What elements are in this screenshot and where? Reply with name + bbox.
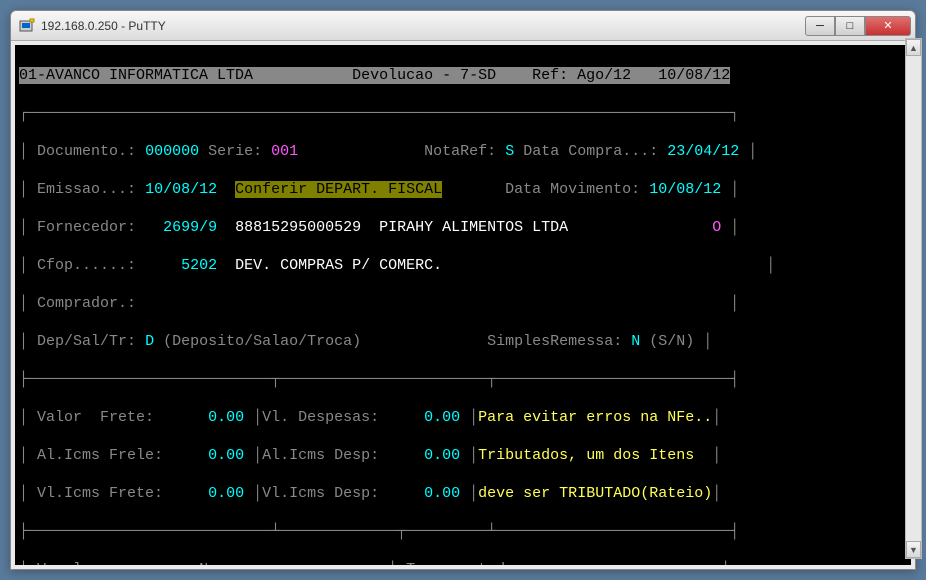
documento-value: 000000 [145, 143, 199, 160]
header-screen: Devolucao - 7-SD [352, 67, 496, 84]
vl-icms-desp-label: Vl.Icms Desp: [262, 485, 379, 502]
notaref-label: NotaRef: [424, 143, 496, 160]
comprador-label: Comprador.: [37, 295, 136, 312]
conferir-banner: Conferir DEPART. FISCAL [235, 181, 442, 198]
serie-label: Serie: [208, 143, 262, 160]
simples-value: N [631, 333, 640, 350]
valor-frete-label: Valor Frete: [37, 409, 154, 426]
notaref-value: S [505, 143, 514, 160]
close-button[interactable]: ✕ [865, 16, 911, 36]
putty-window: 192.168.0.250 - PuTTY ─ □ ✕ 01-AVANCO IN… [10, 10, 916, 570]
box-mid1: ├───────────────────────────┬───────────… [19, 370, 907, 389]
vl-despesas-label: Vl. Despesas: [262, 409, 379, 426]
data-compra-label: Data Compra...: [523, 143, 658, 160]
header-ref-value: Ago/12 [577, 67, 631, 84]
titlebar[interactable]: 192.168.0.250 - PuTTY ─ □ ✕ [11, 11, 915, 41]
fornecedor-name: PIRAHY ALIMENTOS LTDA [379, 219, 568, 236]
scrollbar[interactable]: ▲ ▼ [905, 38, 922, 559]
fornecedor-flag: O [712, 219, 721, 236]
warn1: Para evitar erros na NFe.. [478, 409, 712, 426]
header-company: 01-AVANCO INFORMATICA LTDA [19, 67, 253, 84]
window-title: 192.168.0.250 - PuTTY [41, 19, 805, 33]
terminal[interactable]: 01-AVANCO INFORMATICA LTDA Devolucao - 7… [15, 45, 911, 565]
scroll-down-button[interactable]: ▼ [906, 541, 921, 558]
fornecedor-code: 2699/9 [163, 219, 217, 236]
header-ref-label: Ref: [532, 67, 568, 84]
emissao-value: 10/08/12 [145, 181, 217, 198]
warn3: deve ser TRIBUTADO(Rateio) [478, 485, 712, 502]
numero-label: Numero: [199, 561, 262, 565]
serie-value: 001 [271, 143, 298, 160]
vl-icms-desp: 0.00 [424, 485, 460, 502]
vl-despesas: 0.00 [424, 409, 460, 426]
al-icms-frele-label: Al.Icms Frele: [37, 447, 163, 464]
fornecedor-label: Fornecedor: [37, 219, 136, 236]
box-mid2: ├───────────────────────────┴───────────… [19, 522, 907, 541]
al-icms-desp-label: Al.Icms Desp: [262, 447, 379, 464]
data-mov-label: Data Movimento: [505, 181, 640, 198]
cfop-label: Cfop......: [37, 257, 136, 274]
window-controls: ─ □ ✕ [805, 16, 911, 36]
minimize-button[interactable]: ─ [805, 16, 835, 36]
al-icms-frele: 0.00 [208, 447, 244, 464]
box-top: ┌───────────────────────────────────────… [19, 104, 907, 123]
volume-label: V o l u m e [37, 561, 136, 565]
al-icms-desp: 0.00 [424, 447, 460, 464]
valor-frete: 0.00 [208, 409, 244, 426]
data-mov-value: 10/08/12 [649, 181, 721, 198]
cfop-value: 5202 [181, 257, 217, 274]
simples-label: SimplesRemessa: [487, 333, 622, 350]
transportadora-label: Transportadora: [406, 561, 541, 565]
vl-icms-frete: 0.00 [208, 485, 244, 502]
data-compra-value: 23/04/12 [667, 143, 739, 160]
emissao-label: Emissao...: [37, 181, 136, 198]
dep-desc: (Deposito/Salao/Troca) [163, 333, 361, 350]
dep-label: Dep/Sal/Tr: [37, 333, 136, 350]
documento-label: Documento.: [37, 143, 136, 160]
fornecedor-cnpj: 88815295000529 [235, 219, 361, 236]
warn2: Tributados, um dos Itens [478, 447, 694, 464]
dep-value: D [145, 333, 154, 350]
cfop-desc: DEV. COMPRAS P/ COMERC. [235, 257, 442, 274]
putty-icon [19, 18, 35, 34]
scroll-up-button[interactable]: ▲ [906, 39, 921, 56]
maximize-button[interactable]: □ [835, 16, 865, 36]
header-date: 10/08/12 [658, 67, 730, 84]
vl-icms-frete-label: Vl.Icms Frete: [37, 485, 163, 502]
